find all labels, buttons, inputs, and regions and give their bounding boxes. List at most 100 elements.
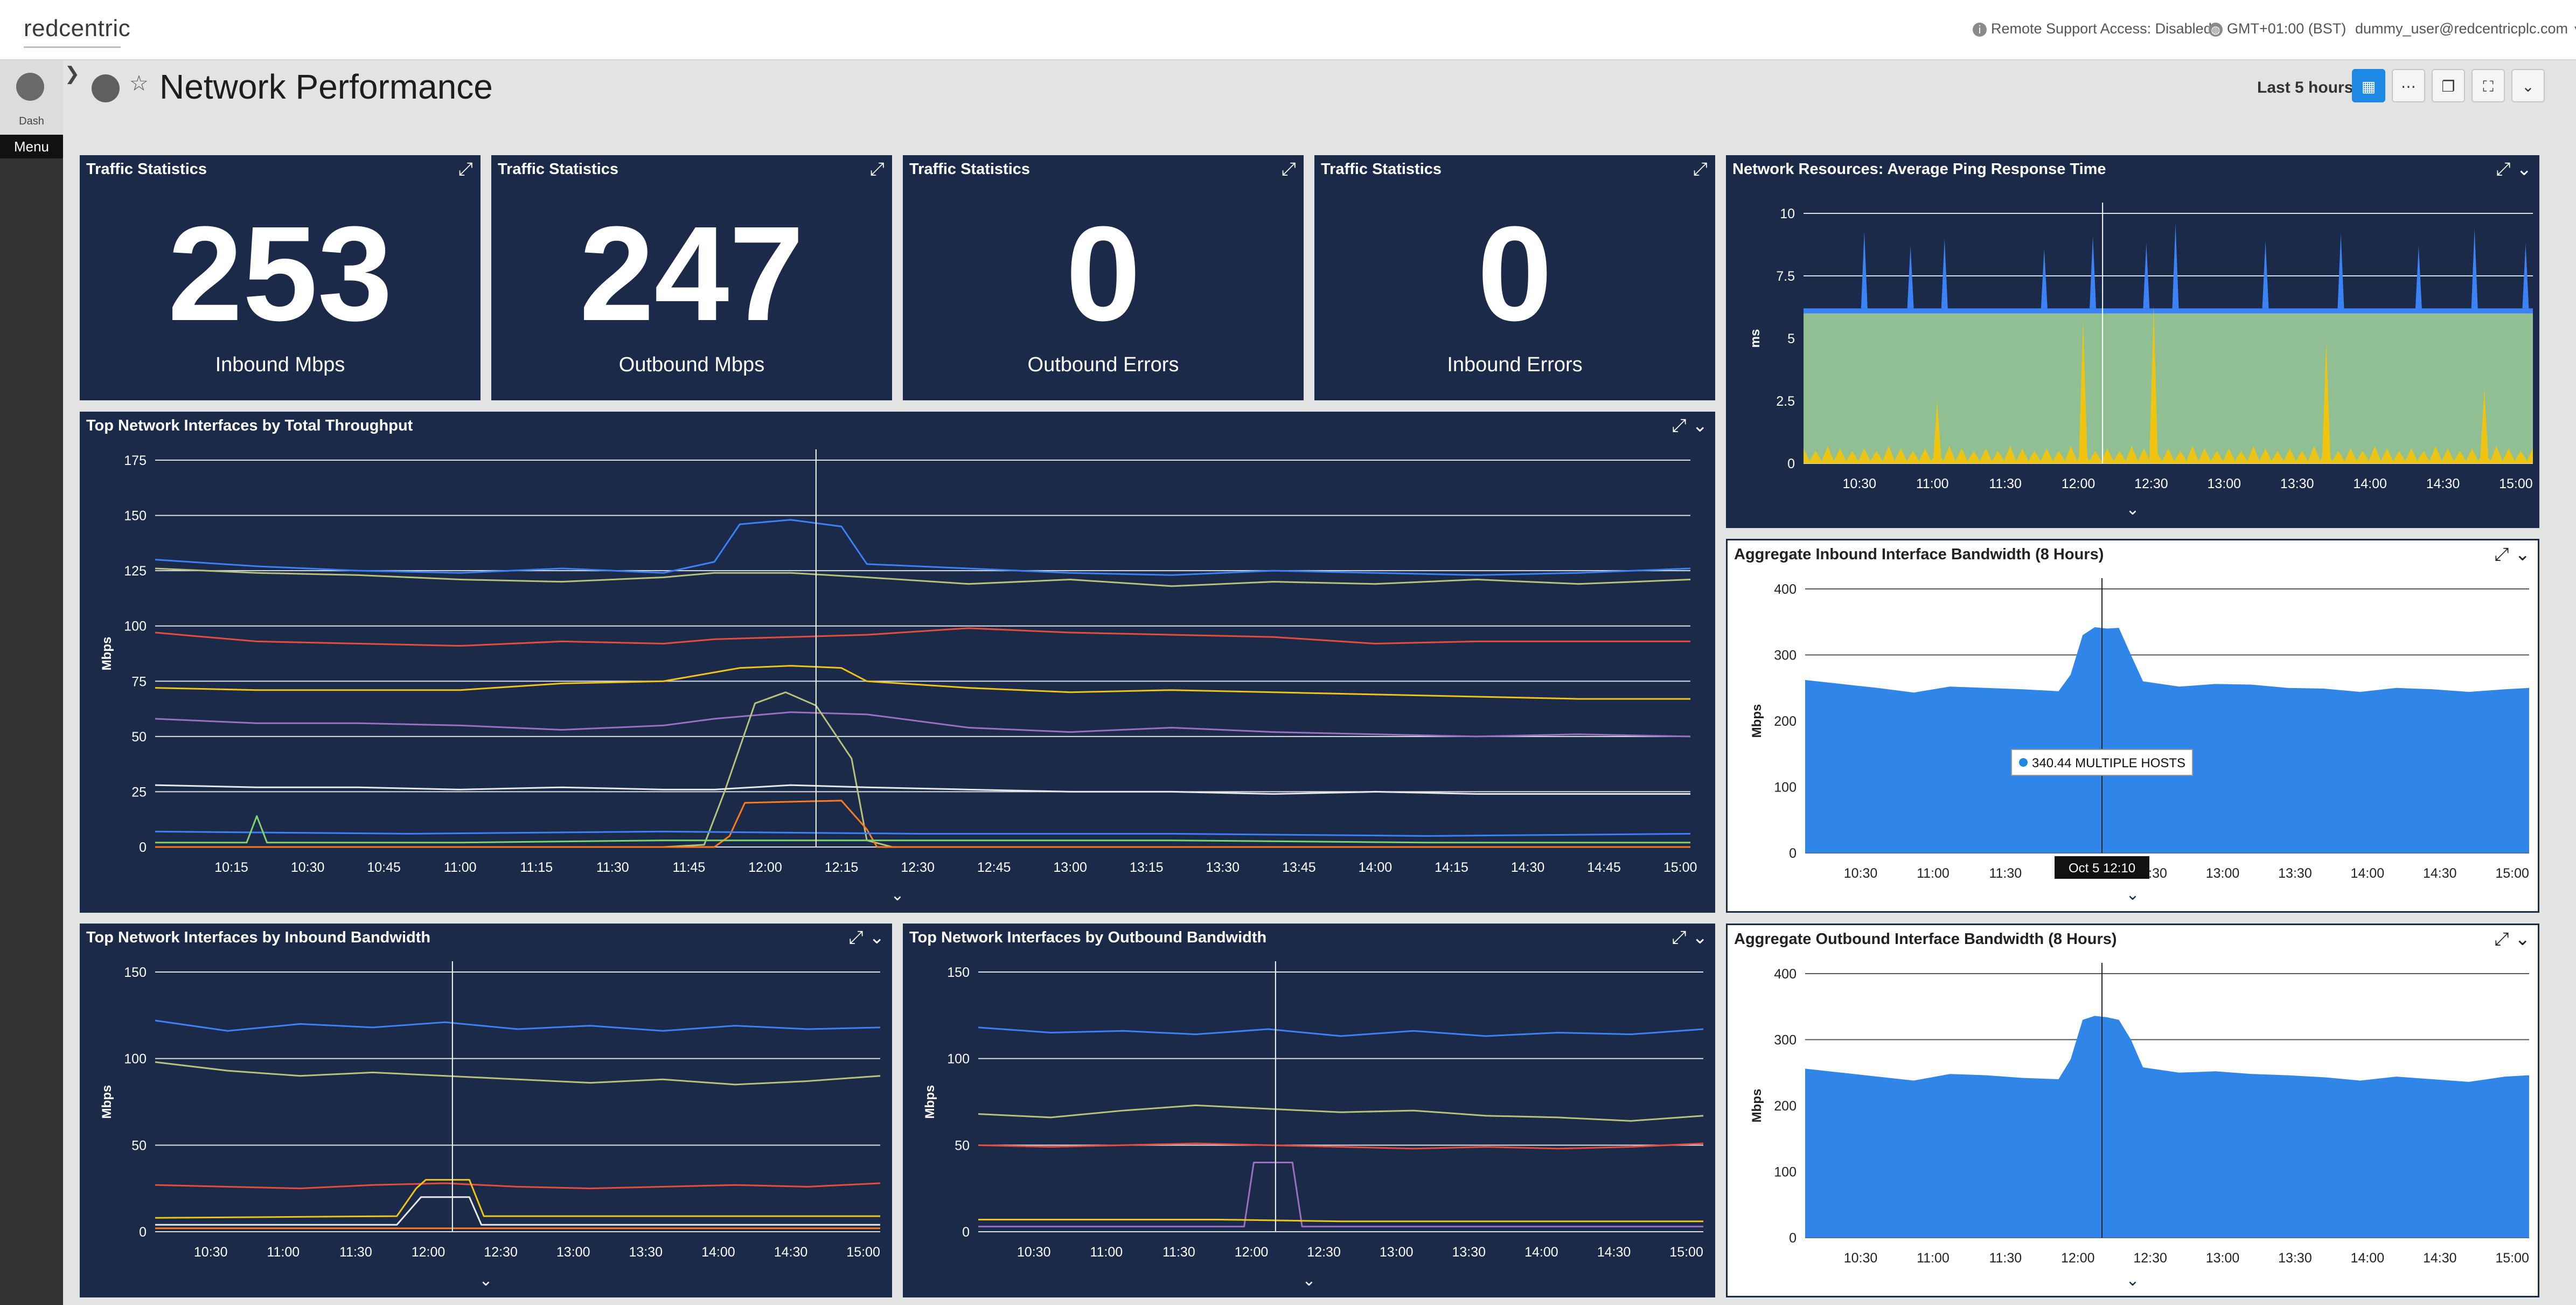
series-line [155,784,1690,795]
dashboard-icon[interactable] [16,73,44,101]
expand-icon[interactable]: ⤢ [1672,415,1687,436]
expand-icon[interactable]: ⤢ [2494,544,2509,565]
x-tick-label: 12:30 [484,1245,518,1260]
series-line [978,1142,1704,1150]
x-tick-label: 14:30 [2426,476,2460,491]
chevron-down-icon[interactable]: ⌄ [1692,415,1708,436]
chevron-down-icon[interactable]: ⌄ [2515,928,2531,950]
y-tick-label: 125 [124,564,147,579]
y-axis-label: Mbps [1750,704,1764,738]
stat-value: 0 [1066,198,1141,349]
nav-dash-label[interactable]: Dash [19,115,44,127]
stat-widget-inbound-errors: Traffic Statistics ⤢ 0 Inbound Errors [1314,155,1715,400]
throughput-chart[interactable]: 0 25 50 75 100 125 150 175 10:15 10:30 10:45 11:00 1… [80,412,1715,913]
inbound-agg-chart[interactable]: 010020030040010:3011:0011:3012:0012:3013… [1728,540,2538,911]
expand-icon[interactable]: ⤢ [1693,158,1708,180]
y-tick-label: 100 [1774,1165,1797,1180]
star-icon[interactable]: ☆ [129,71,149,96]
x-tick-label: 12:30 [1307,1245,1341,1260]
x-tick-label: 13:00 [2206,866,2240,881]
timezone-label: GMT+01:00 (BST) [2227,20,2347,37]
ping-spike [1941,238,1948,309]
ping-chart[interactable]: 0 2.5 5 7.5 10 10:30 11:00 11:30 12:00 12:30 13:00… [1726,155,2539,528]
series-line [978,1219,1703,1223]
expand-icon[interactable]: ⤢ [869,158,885,180]
x-tick-label: 12:30 [2133,1251,2167,1266]
y-tick-label: 10 [1780,206,1795,221]
x-tick-label: 11:30 [596,860,629,875]
y-tick-label: 25 [131,785,147,800]
calendar-icon[interactable]: ▦ [2352,69,2385,102]
series-line [155,830,1691,837]
expand-icon[interactable]: ⤢ [458,158,473,180]
chevron-down-icon[interactable]: ⌄ [2126,1271,2140,1290]
series-line [155,665,1690,700]
more-dots-icon[interactable]: ⋯ [2392,69,2425,102]
series-line [978,1026,1704,1037]
brand-logo[interactable]: redcentric [24,15,131,41]
expand-icon[interactable]: ⤢ [1281,158,1296,180]
inbound-top-chart[interactable]: 0 50 100 150 10:30 11:00 11:30 12:00 12:30 13:00 1… [80,924,892,1297]
y-tick-label: 75 [131,674,147,689]
time-range-label[interactable]: Last 5 hours [2257,79,2354,96]
x-tick-label: 13:30 [629,1245,663,1260]
x-tick-label: 14:15 [1435,860,1468,875]
chevron-down-icon[interactable]: ⌄ [479,1271,493,1290]
stat-widget-outbound: Traffic Statistics ⤢ 247 Outbound Mbps [491,155,892,400]
expand-icon[interactable]: ⤢ [848,927,864,948]
chevron-down-icon[interactable]: ⌄ [2126,885,2140,904]
user-menu[interactable]: dummy_user@redcentricplc.com ▼ [2355,20,2576,37]
clone-icon[interactable]: ❐ [2432,69,2465,102]
chevron-down-icon[interactable]: ⌄ [2126,500,2140,519]
outbound-top-chart[interactable]: 0 50 100 150 10:30 11:00 11:30 12:00 12:30 13:00 1… [903,924,1715,1297]
expand-icon[interactable]: ⤢ [2496,158,2511,180]
x-tick-label: 12:30 [2134,476,2168,491]
y-tick-label: 100 [1774,780,1797,795]
series-line [978,1104,1704,1122]
bandwidth-area [1805,1016,2529,1238]
chevron-down-icon[interactable]: ⌄ [2511,69,2545,102]
y-tick-label: 300 [1774,1033,1797,1048]
ping-spike [2262,241,2269,309]
y-axis-label: Mbps [100,1085,114,1119]
timezone-display[interactable]: ◍ GMT+01:00 (BST) [2209,20,2346,37]
x-tick-label: 13:15 [1130,860,1164,875]
cursor-time-box [2055,856,2150,879]
ping-peak [2480,388,2489,463]
x-tick-label: 12:30 [901,860,935,875]
series-line [155,1179,880,1219]
x-tick-label: 14:30 [774,1245,808,1260]
widget-controls: ⤢ ⌄ [1672,415,1708,436]
x-tick-label: 14:00 [2351,1251,2385,1266]
ping-spike [2090,235,2097,309]
ping-peak [2149,306,2158,463]
series-line [155,800,1690,848]
chevron-down-icon[interactable]: ⌄ [1302,1271,1316,1290]
expand-icon[interactable]: ⤢ [2494,928,2509,950]
fullscreen-icon[interactable]: ⛶ [2471,69,2505,102]
ping-widget: Network Resources: Average Ping Response… [1726,155,2539,528]
x-tick-label: 15:00 [2495,1251,2529,1266]
stat-value: 253 [168,198,393,349]
x-tick-label: 14:30 [1597,1245,1631,1260]
chevron-right-icon[interactable]: ❯ [64,64,80,84]
y-tick-label: 150 [947,965,970,980]
y-axis-label: ms [1748,329,1763,348]
series-line [155,1182,881,1190]
widget-controls: ⤢ ⌄ [1672,927,1708,948]
outbound-agg-chart[interactable]: 0 100 200 300 400 10:30 11:00 11:30 12:00 12:30 13… [1728,925,2538,1296]
chevron-down-icon[interactable]: ⌄ [2516,158,2532,180]
bandwidth-area [1805,627,2529,853]
menu-button[interactable]: Menu [0,135,63,158]
chevron-down-icon[interactable]: ⌄ [1692,927,1708,948]
ping-peak [2079,318,2088,463]
y-tick-label: 0 [1789,846,1797,861]
chevron-down-icon[interactable]: ⌄ [869,927,885,948]
x-tick-label: 14:00 [1359,860,1393,875]
y-tick-label: 150 [124,509,147,524]
expand-icon[interactable]: ⤢ [1672,927,1687,948]
chevron-down-icon[interactable]: ⌄ [890,886,904,905]
x-tick-label: 11:00 [1917,1251,1950,1266]
chevron-down-icon[interactable]: ⌄ [2515,544,2531,565]
remote-support-status[interactable]: i Remote Support Access: Disabled [1973,20,2212,37]
